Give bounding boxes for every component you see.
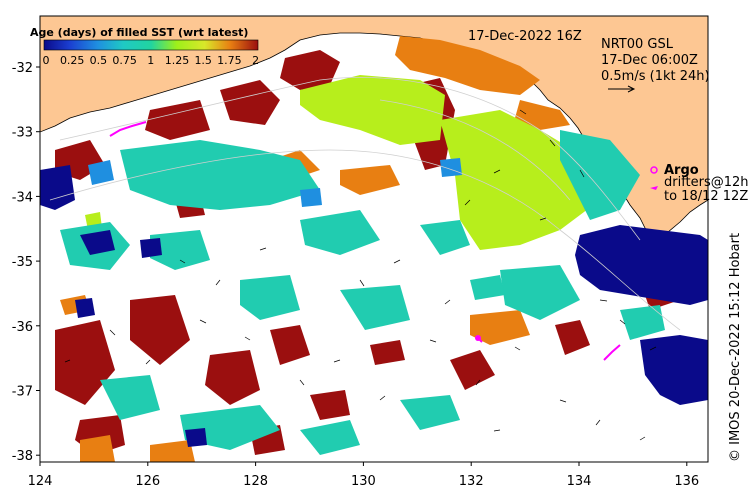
y-axis: -32 -33 -34 -35 -36 -37 -38 — [12, 61, 40, 464]
y-tick-label: -32 — [12, 61, 33, 76]
colorbar-tick-label: 0.25 — [60, 54, 85, 67]
colorbar-tick-label: 0.75 — [112, 54, 137, 67]
current-vectors — [64, 109, 657, 441]
currents-time: 17-Dec 06:00Z — [601, 53, 698, 68]
y-tick-label: -38 — [12, 449, 33, 464]
date-label: 17-Dec-2022 16Z — [468, 29, 582, 44]
colorbar-tick-label: 1 — [147, 54, 154, 67]
y-tick-label: -35 — [12, 255, 33, 270]
bathymetry-contours — [49, 77, 681, 331]
y-tick-label: -36 — [12, 320, 33, 335]
drifters-time: to 18/12 12Z — [664, 189, 748, 204]
y-tick-label: -33 — [12, 126, 33, 141]
x-tick-label: 128 — [243, 474, 268, 489]
colorbar-tick-label: 1.75 — [217, 54, 242, 67]
credit-text: © IMOS 20-Dec-2022 15:12 Hobart — [728, 233, 743, 462]
y-tick-label: -34 — [12, 190, 33, 205]
argo-legend-marker — [650, 166, 658, 174]
x-tick-label: 134 — [567, 474, 592, 489]
colorbar-tick-label: 1.5 — [194, 54, 212, 67]
sst-age-0days — [40, 165, 708, 447]
x-tick-label: 126 — [135, 474, 160, 489]
x-tick-label: 130 — [351, 474, 376, 489]
colorbar — [43, 39, 259, 51]
x-tick-label: 136 — [674, 474, 699, 489]
colorbar-tick-label: 0 — [43, 54, 50, 67]
currents-scale: 0.5m/s (1kt 24h) — [601, 69, 710, 84]
current-scale-arrow — [608, 85, 636, 93]
colorbar-tick-label: 1.25 — [165, 54, 190, 67]
colorbar-ticks: 0 0.25 0.5 0.75 1 1.25 1.5 1.75 2 — [43, 54, 260, 67]
x-axis: 124 126 128 130 132 134 136 — [28, 462, 699, 489]
sst-age-1day — [60, 130, 665, 455]
argo-label: Argo — [664, 163, 699, 178]
colorbar-tick-label: 2 — [252, 54, 259, 67]
y-tick-label: -37 — [12, 385, 33, 400]
x-tick-label: 124 — [28, 474, 53, 489]
drifters-label: drifters@12h — [664, 175, 749, 190]
currents-source: NRT00 GSL — [601, 37, 674, 52]
argo-float-marker — [475, 335, 481, 341]
colorbar-title: Age (days) of filled SST (wrt latest) — [30, 26, 248, 39]
sst-age-0-25days — [88, 158, 462, 207]
x-tick-label: 132 — [459, 474, 484, 489]
colorbar-tick-label: 0.5 — [90, 54, 108, 67]
plot-frame — [39, 15, 709, 463]
drifter-legend-marker — [650, 186, 658, 190]
